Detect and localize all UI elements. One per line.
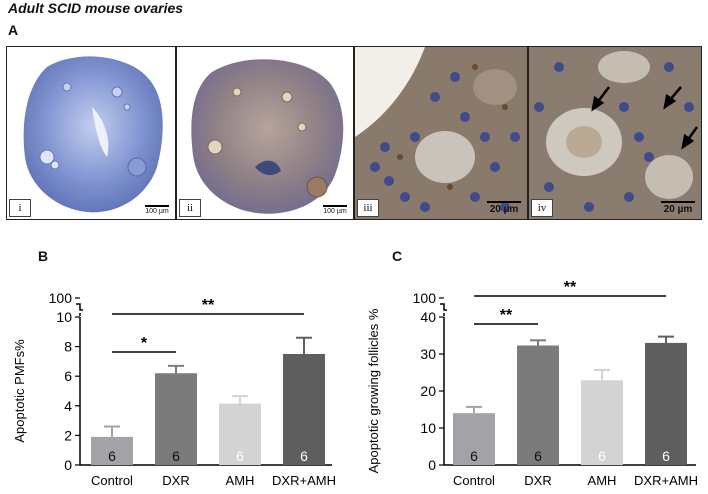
micrograph-ii: ii 100 µm: [176, 46, 354, 220]
micrograph-label: iv: [531, 199, 553, 217]
scale-bar: 20 µm: [661, 201, 695, 215]
panel-c-label: C: [392, 248, 403, 264]
micrograph-iv: iv 20 µm: [528, 46, 702, 220]
x-tick-label: Control: [91, 473, 133, 488]
micrograph-label: iii: [357, 199, 379, 217]
micrograph-iii: iii 20 µm: [354, 46, 528, 220]
bar-control: [453, 413, 495, 465]
tissue-closeup-image: [529, 47, 701, 219]
panel-b-label: B: [38, 248, 49, 264]
y-tick-label: 2: [64, 427, 72, 443]
bar-amh: [219, 403, 261, 465]
significance-stars: **: [500, 307, 513, 324]
y-tick-label: 100: [49, 290, 73, 306]
y-tick-label: 20: [420, 383, 436, 399]
x-tick-label: AMH: [226, 473, 255, 488]
y-tick-label: 0: [428, 457, 436, 473]
panel-a-label: A: [8, 22, 19, 38]
x-tick-label: DXR+AMH: [634, 473, 698, 488]
y-axis-label: Apoptotic growing follicles %: [366, 308, 381, 473]
ovary-section-image: [7, 47, 175, 219]
bar-dxr-amh: [645, 342, 687, 465]
y-tick-label: 10: [420, 420, 436, 436]
ovary-section-image: [177, 47, 353, 219]
n-label: 6: [534, 448, 542, 464]
chart-apoptotic-pmfs: 0 2 4 6 8 10 100 Apoptotic PMFs% 6 Control 6 DXR 6 AM…: [0, 268, 354, 494]
n-label: 6: [236, 448, 244, 464]
scale-bar: 100 µm: [145, 205, 169, 215]
n-label: 6: [108, 448, 116, 464]
significance-stars: **: [202, 297, 215, 314]
micrograph-label: i: [9, 199, 31, 217]
x-tick-label: DXR+AMH: [272, 473, 336, 488]
bar-control: [91, 436, 133, 465]
bar-amh: [581, 380, 623, 465]
y-tick-label: 0: [64, 457, 72, 473]
n-label: 6: [662, 448, 670, 464]
n-label: 6: [470, 448, 478, 464]
scale-bar: 20 µm: [487, 201, 521, 215]
bar-dxr: [517, 345, 559, 465]
y-tick-label: 8: [64, 339, 72, 355]
x-tick-label: AMH: [588, 473, 617, 488]
micrograph-label: ii: [179, 199, 201, 217]
x-tick-label: DXR: [524, 473, 551, 488]
tissue-closeup-image: [355, 47, 527, 219]
y-tick-label: 40: [420, 309, 436, 325]
figure-title: Adult SCID mouse ovaries: [8, 0, 184, 16]
y-tick-label: 6: [64, 368, 72, 384]
n-label: 6: [598, 448, 606, 464]
y-tick-label: 4: [64, 398, 72, 414]
axis-break-mark: [76, 303, 83, 311]
bar-chart: 0 10 20 30 40 100 Apoptotic growing follicles …: [366, 279, 698, 488]
n-label: 6: [172, 448, 180, 464]
bar-dxr: [155, 373, 197, 465]
chart-apoptotic-growing-follicles: 0 10 20 30 40 100 Apoptotic growing follicles …: [354, 268, 708, 494]
axis-break-mark: [440, 303, 447, 311]
scale-bar: 100 µm: [323, 205, 347, 215]
significance-stars: *: [141, 335, 148, 352]
bar-chart: 0 2 4 6 8 10 100 Apoptotic PMFs% 6 Control 6 DXR 6 AM…: [12, 290, 336, 488]
micrograph-i: i 100 µm: [6, 46, 176, 220]
x-tick-label: Control: [453, 473, 495, 488]
bar-dxr-amh: [283, 354, 325, 465]
significance-stars: **: [564, 279, 577, 296]
y-axis-label: Apoptotic PMFs%: [12, 339, 27, 443]
y-tick-label: 30: [420, 346, 436, 362]
x-tick-label: DXR: [162, 473, 189, 488]
y-tick-label: 10: [56, 309, 72, 325]
y-tick-label: 100: [413, 290, 437, 306]
n-label: 6: [300, 448, 308, 464]
